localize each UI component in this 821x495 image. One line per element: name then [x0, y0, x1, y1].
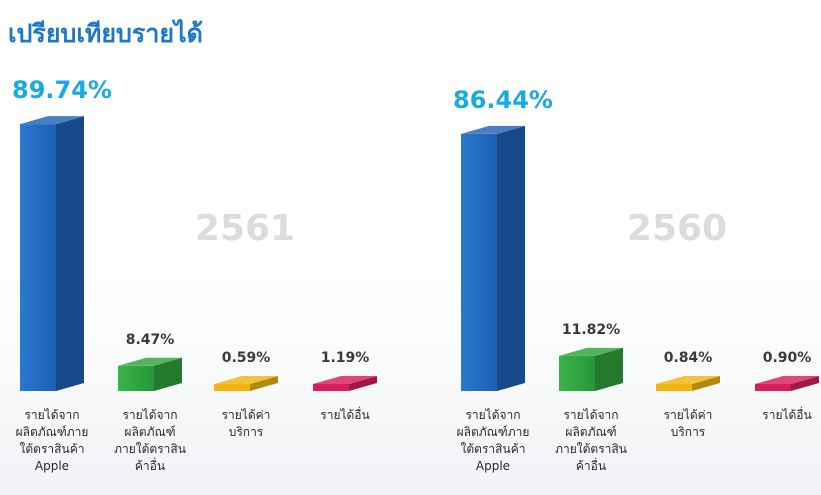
bar-top	[20, 116, 84, 125]
bar-front	[755, 384, 791, 391]
year-label: 2561	[195, 208, 295, 249]
bar-front	[20, 124, 56, 391]
bar-green	[559, 347, 623, 391]
bar-blue	[461, 125, 525, 392]
category-label: รายได้อื่น	[762, 406, 811, 422]
bar-side	[595, 347, 623, 391]
bar-top	[313, 376, 377, 384]
category-label: รายได้จากผลิตภัณฑ์ภายใต้ตราสินค้า Apple	[16, 408, 89, 473]
bar-side	[154, 357, 182, 391]
value-label: 0.90%	[763, 350, 812, 366]
value-label: 86.44%	[453, 86, 553, 114]
category-label: รายได้ค่าบริการ	[222, 408, 271, 439]
value-label: 1.19%	[321, 350, 370, 366]
value-label: 89.74%	[12, 76, 112, 104]
chart-2561: 2561 89.74% รายได้จากผลิตภัณฑ์ภายใต้ตราสิน…	[12, 76, 377, 473]
chart-2560: 2560 86.44% รายได้จากผลิตภัณฑ์ภายใต้ตราสิน…	[453, 86, 819, 473]
bar-side	[349, 376, 377, 391]
bar-green	[118, 357, 182, 391]
bar-top	[214, 376, 278, 384]
bar-yellow	[214, 376, 278, 391]
bar-side	[791, 376, 819, 391]
bar-pink	[313, 376, 377, 391]
bar-top	[559, 347, 623, 356]
category-label: รายได้ค่าบริการ	[664, 408, 713, 439]
bar-top	[118, 357, 182, 366]
value-label: 11.82%	[562, 322, 620, 338]
bar-blue	[20, 116, 84, 391]
year-label: 2560	[627, 208, 727, 249]
bar-top	[755, 376, 819, 384]
bar-side	[497, 125, 525, 391]
bar-side	[692, 376, 720, 391]
value-label: 0.84%	[664, 350, 713, 366]
bar-side	[250, 376, 278, 391]
bar-front	[461, 133, 497, 392]
bar-front	[214, 384, 250, 391]
category-label: รายได้จากผลิตภัณฑ์ภายใต้ตราสินค้าอื่น	[555, 408, 627, 473]
bar-front	[118, 365, 154, 391]
bar-side	[56, 116, 84, 391]
bar-front	[559, 355, 595, 391]
page-title: เปรียบเทียบรายได้	[8, 19, 203, 48]
value-label: 8.47%	[126, 332, 175, 348]
category-label: รายได้อื่น	[320, 406, 369, 422]
bar-pink	[755, 376, 819, 391]
category-label: รายได้จากผลิตภัณฑ์ภายใต้ตราสินค้าอื่น	[114, 408, 186, 473]
bar-front	[656, 384, 692, 391]
bar-front	[313, 384, 349, 391]
value-label: 0.59%	[222, 350, 271, 366]
bar-top	[656, 376, 720, 384]
bar-yellow	[656, 376, 720, 391]
category-label: รายได้จากผลิตภัณฑ์ภายใต้ตราสินค้า Apple	[457, 408, 530, 473]
bar-top	[461, 125, 525, 134]
